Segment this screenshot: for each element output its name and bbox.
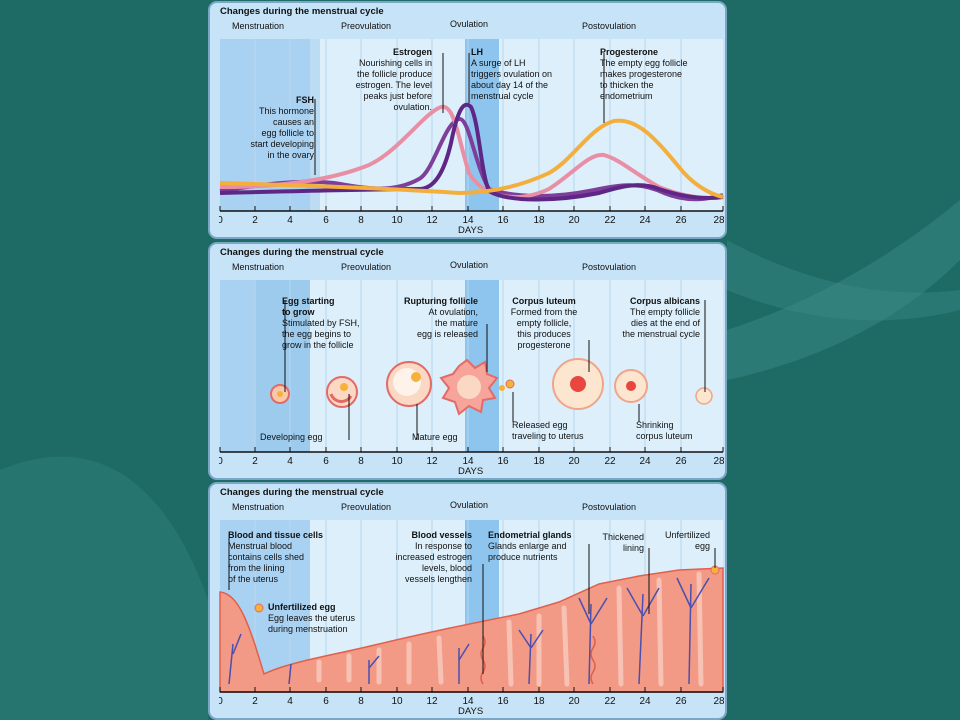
day-tick: 22 [604,215,616,226]
progesterone-label: Progesterone The empty egg follicle makes… [600,47,688,101]
day-tick: 28 [713,456,724,467]
phase-ovulation: Ovulation [450,19,489,29]
phase-ovulation: Ovulation [450,260,489,270]
day-tick: 10 [391,456,403,467]
corpus-albicans-label: Corpus albicans The empty follicle dies a… [622,296,700,339]
day-tick: 8 [358,456,364,467]
phase-preovulation: Preovulation [341,21,392,31]
day-tick: 20 [568,456,580,467]
day-tick: 26 [675,215,687,226]
day-tick: 8 [358,215,364,226]
day-tick: 10 [391,215,403,226]
panel-title: Changes during the menstrual cycle [220,6,384,17]
egg-starting-label: Egg starting to grow Stimulated by FSH, t… [282,296,360,350]
day-tick: 18 [533,456,545,467]
day-tick: 16 [497,456,509,467]
thickened-lining-label: Thickened lining [602,532,644,553]
panel-title: Changes during the menstrual cycle [220,247,384,258]
released-egg-label: Released egg traveling to uterus [512,420,584,441]
corpus-albicans [695,387,713,405]
day-tick: 28 [713,215,724,226]
day-tick: 2 [252,696,258,707]
phase-preovulation: Preovulation [341,502,392,512]
day-tick: 0 [219,215,223,226]
phase-postovulation: Postovulation [582,262,637,272]
fsh-label: FSH This hormone causes an egg follicle t… [250,95,314,160]
corpus-luteum-label: Corpus luteum Formed from the empty folli… [510,296,578,350]
unfertilized-egg-2-label: Unfertilized egg [664,530,710,551]
day-tick: 6 [323,215,329,226]
phase-menstruation: Menstruation [232,502,285,512]
endometrium-lining [219,567,724,693]
shrinking-label: Shrinking corpus luteum [636,420,693,441]
day-tick: 0 [219,696,223,707]
day-tick: 14 [462,456,474,467]
corpus-luteum [552,358,604,410]
day-tick: 12 [426,696,438,707]
day-tick: 4 [287,696,293,707]
day-tick: 20 [568,215,580,226]
day-tick: 16 [497,696,509,707]
estrogen-curve [219,104,724,200]
day-tick: 24 [639,215,651,226]
hormone-panel: 0 2 4 6 8 10 12 14 16 18 20 22 24 26 28 … [208,1,727,239]
panel-title: Changes during the menstrual cycle [220,487,384,498]
unfertilized-egg-label: Unfertilized egg Egg leaves the uterus du… [268,602,356,634]
mature-egg-label: Mature egg [412,432,458,442]
day-tick: 0 [219,456,223,467]
lh-label: LH A surge of LH triggers ovulation on ab… [471,47,553,101]
shrinking-corpus-luteum [614,369,648,403]
follicle-stage-1 [270,384,290,404]
blood-vessels-label: Blood vessels In response to increased es… [395,530,472,584]
day-tick: 14 [462,215,474,226]
day-tick: 22 [604,696,616,707]
day-tick: 4 [287,215,293,226]
progesterone-curve [219,118,724,199]
day-tick: 26 [675,696,687,707]
unfertilized-egg-1 [254,603,264,613]
endometrial-glands-label: Endometrial glands Glands enlarge and pro… [488,530,572,562]
phase-postovulation: Postovulation [582,21,637,31]
days-label: DAYS [458,466,484,477]
day-tick: 2 [252,215,258,226]
day-tick: 2 [252,456,258,467]
ovary-panel: 0 2 4 6 8 10 12 14 16 18 20 22 24 26 28 … [208,242,727,480]
follicle-stage-3 [386,361,432,407]
day-tick: 12 [426,215,438,226]
day-tick: 18 [533,696,545,707]
follicle-stage-4 [439,358,515,416]
blood-tissue-label: Blood and tissue cells Menstrual blood co… [228,530,324,584]
day-tick: 4 [287,456,293,467]
day-tick: 24 [639,696,651,707]
day-tick: 26 [675,456,687,467]
uterus-panel: 0 2 4 6 8 10 12 14 16 18 20 22 24 26 28 … [208,482,727,720]
days-label: DAYS [458,225,484,236]
rupturing-follicle-label: Rupturing follicle At ovulation, the matu… [404,296,478,339]
day-tick: 6 [323,456,329,467]
day-tick: 16 [497,215,509,226]
phase-preovulation: Preovulation [341,262,392,272]
day-tick: 14 [462,696,474,707]
day-tick: 18 [533,215,545,226]
days-label: DAYS [458,706,484,717]
day-tick: 10 [391,696,403,707]
day-tick: 24 [639,456,651,467]
day-tick: 22 [604,456,616,467]
phase-menstruation: Menstruation [232,262,285,272]
follicle-stage-2 [326,376,358,408]
phase-postovulation: Postovulation [582,502,637,512]
hormone-chart: 0 2 4 6 8 10 12 14 16 18 20 22 24 26 28 [219,39,724,226]
day-tick: 28 [713,696,724,707]
developing-egg-label: Developing egg [260,432,323,442]
uterus-chart: 0 2 4 6 8 10 12 14 16 18 20 22 24 26 28 [219,520,724,707]
day-tick: 20 [568,696,580,707]
day-tick: 12 [426,456,438,467]
phase-ovulation: Ovulation [450,500,489,510]
day-tick: 6 [323,696,329,707]
estrogen-label: Estrogen Nourishing cells in the follicle… [355,47,432,112]
day-tick: 8 [358,696,364,707]
ovary-chart: 0 2 4 6 8 10 12 14 16 18 20 22 24 26 28 [219,280,724,467]
phase-menstruation: Menstruation [232,21,285,31]
